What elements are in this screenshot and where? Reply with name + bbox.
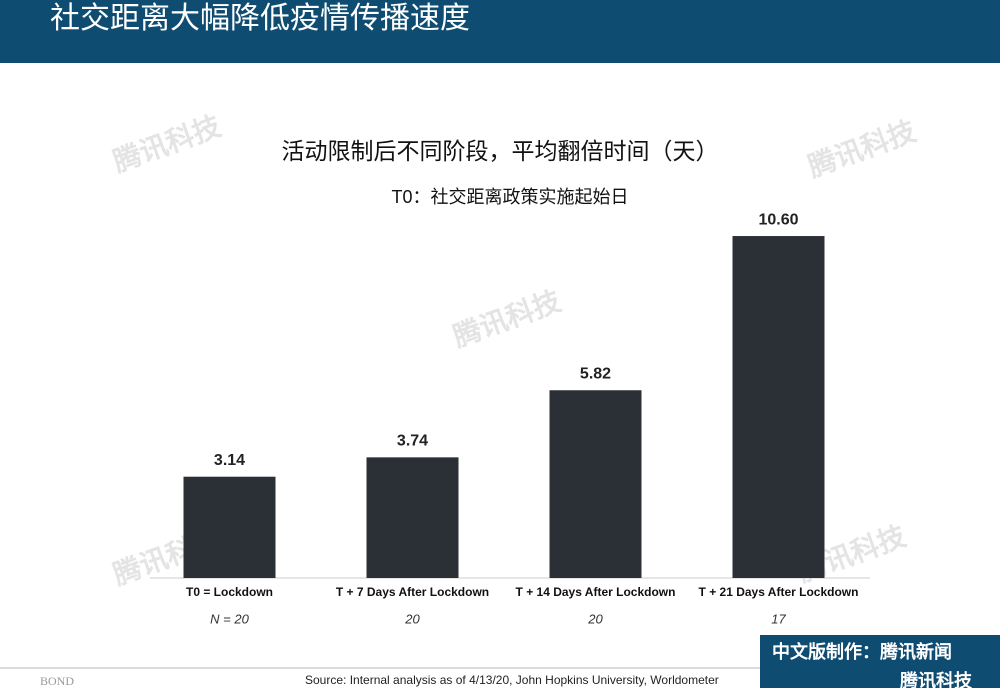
plot: 3.14 T0 = Lockdown N = 20 3.74 T + 7 Days Af… xyxy=(183,211,859,626)
x-tick-label: T + 7 Days After Lockdown xyxy=(336,585,489,599)
watermark: 腾讯科技 xyxy=(804,115,920,182)
watermark: 腾讯科技 xyxy=(449,285,565,352)
source: Source: Internal analysis as of 4/13/20,… xyxy=(305,673,719,687)
credit-box xyxy=(760,635,1000,688)
x-tick-label: T0 = Lockdown xyxy=(186,585,273,599)
x-tick-label: T + 21 Days After Lockdown xyxy=(699,585,859,599)
value-label: 3.14 xyxy=(214,452,245,469)
header-title: 社交距离大幅降低疫情传播速度 xyxy=(50,2,470,35)
category-note: 20 xyxy=(587,611,603,626)
x-tick-label: T + 14 Days After Lockdown xyxy=(516,585,676,599)
bar xyxy=(183,476,276,578)
brand: BOND xyxy=(40,674,74,688)
category-note: 20 xyxy=(404,611,420,626)
value-label: 10.60 xyxy=(758,211,798,228)
bar xyxy=(549,390,642,578)
category-note: N = 20 xyxy=(210,611,249,626)
watermark: 腾讯科技 xyxy=(109,110,225,177)
value-label: 3.74 xyxy=(397,433,428,450)
chart-subtitle: T0：社交距离政策实施起始日 xyxy=(391,187,628,207)
value-label: 5.82 xyxy=(580,365,611,382)
bar xyxy=(366,457,459,578)
credit: 中文版制作：腾讯新闻 xyxy=(772,641,952,662)
category-note: 17 xyxy=(771,611,786,626)
chart-title: 活动限制后不同阶段，平均翻倍时间（天） xyxy=(282,138,719,164)
header-bar xyxy=(0,0,1000,63)
credit2: 腾讯科技 xyxy=(900,670,973,688)
bar xyxy=(732,236,825,578)
